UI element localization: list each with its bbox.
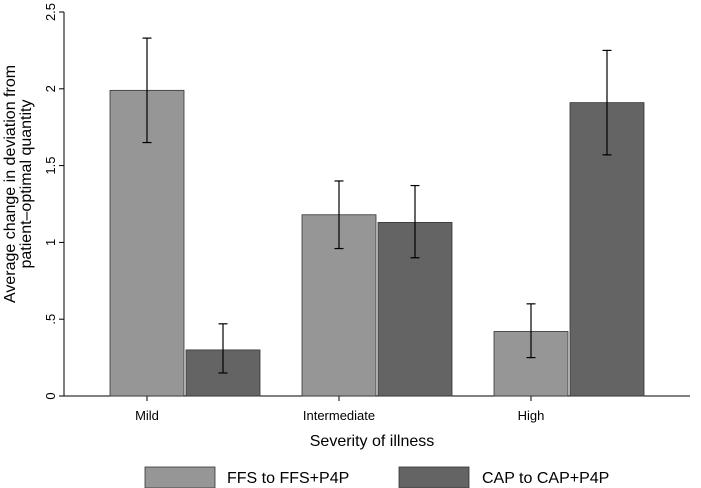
x-tick-label: Intermediate <box>303 408 375 423</box>
legend: FFS to FFS+P4P CAP to CAP+P4P <box>144 466 609 488</box>
legend-swatch <box>398 466 470 488</box>
x-tick-label: Mild <box>135 408 159 423</box>
y-axis-title-line-1: Average change in deviation from <box>2 65 19 303</box>
y-tick-label: 0 <box>43 392 58 399</box>
y-tick-label: .5 <box>43 314 58 325</box>
error-bars <box>142 37 612 374</box>
x-tick-label: High <box>518 408 545 423</box>
y-tick-label: 2 <box>43 85 58 92</box>
bars <box>109 89 645 397</box>
x-axis-ticks: Mild Intermediate High <box>135 396 544 423</box>
y-tick-label: 1.5 <box>43 157 58 175</box>
y-tick-label: 1 <box>43 239 58 246</box>
x-axis-title: Severity of illness <box>310 433 435 450</box>
legend-label: CAP to CAP+P4P <box>482 470 609 487</box>
legend-label: FFS to FFS+P4P <box>227 470 349 487</box>
y-axis-title-line-2: patient–optimal quantity <box>18 100 35 269</box>
y-tick-label: 2.5 <box>43 3 58 21</box>
y-axis-ticks: 0 .5 1 1.5 2 2.5 <box>43 3 64 400</box>
legend-swatch <box>144 466 216 488</box>
